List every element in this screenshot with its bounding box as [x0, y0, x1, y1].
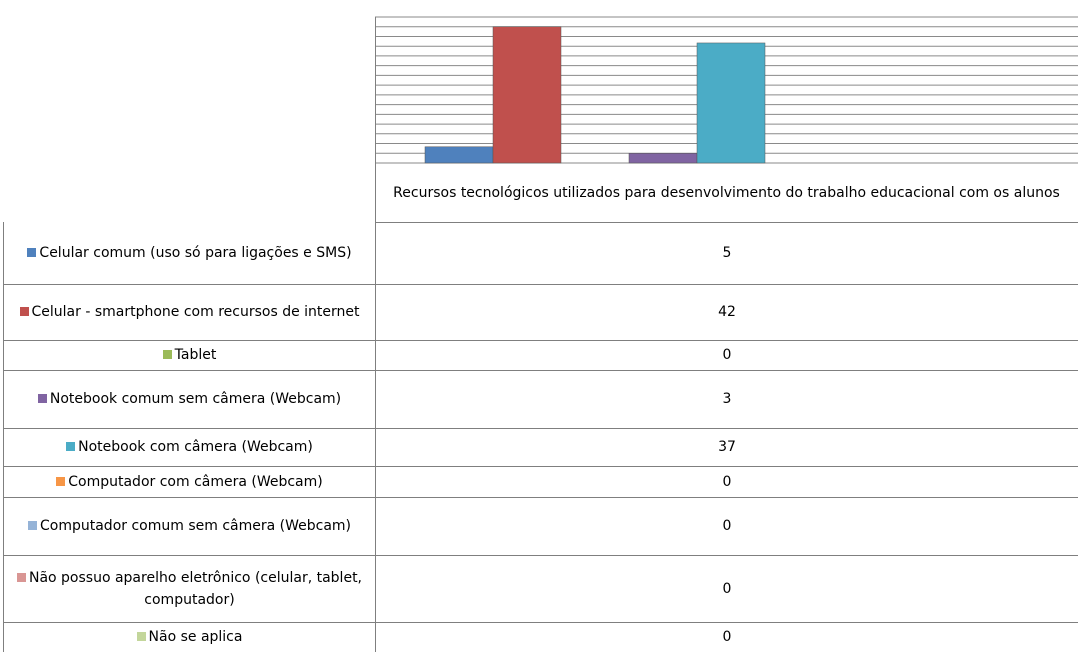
table-value: 42	[718, 304, 736, 320]
legend-label: Não se aplica	[148, 629, 243, 645]
legend-cell: Não se aplica	[4, 622, 375, 652]
legend-cell: Celular - smartphone com recursos de int…	[4, 284, 375, 340]
legend-cell: Notebook comum sem câmera (Webcam)	[4, 370, 375, 428]
legend-swatch	[162, 350, 172, 359]
legend-cell: Computador comum sem câmera (Webcam)	[4, 497, 375, 555]
legend-swatch	[27, 248, 37, 257]
legend-entry: Computador comum sem câmera (Webcam)	[28, 515, 351, 537]
legend-swatch	[28, 521, 37, 530]
legend-entry: Celular comum (uso só para ligações e SM…	[27, 242, 352, 264]
table-value: 5	[722, 245, 732, 261]
table-border	[3, 284, 1078, 285]
table-border	[3, 466, 1078, 467]
legend-entry: Não possuo aparelho eletrônico (celular,…	[8, 567, 371, 611]
legend-entry: Tablet	[162, 344, 217, 366]
legend-entry: Notebook com câmera (Webcam)	[66, 436, 313, 458]
legend-swatch	[66, 442, 76, 451]
legend-cell: Computador com câmera (Webcam)	[4, 466, 375, 497]
legend-label: Celular comum (uso só para ligações e SM…	[39, 245, 352, 261]
legend-label: Notebook comum sem câmera (Webcam)	[49, 391, 342, 407]
table-value: 0	[722, 580, 732, 597]
legend-entry: Não se aplica	[136, 626, 243, 648]
legend-label: Tablet	[174, 347, 217, 363]
legend-cell: Não possuo aparelho eletrônico (celular,…	[4, 555, 375, 622]
bar	[424, 146, 494, 164]
table-value: 0	[722, 347, 732, 363]
table-border	[375, 17, 376, 652]
legend-label: Notebook com câmera (Webcam)	[78, 439, 313, 455]
table-value: 0	[722, 473, 732, 490]
legend-label: Computador comum sem câmera (Webcam)	[40, 518, 351, 534]
table-border	[3, 340, 1078, 341]
table-border	[3, 555, 1078, 556]
table-value: 0	[722, 518, 732, 534]
legend-entry: Celular - smartphone com recursos de int…	[19, 301, 360, 323]
legend-entry: Notebook comum sem câmera (Webcam)	[37, 388, 342, 410]
legend-cell: Tablet	[4, 340, 375, 370]
legend-label: Celular - smartphone com recursos de int…	[31, 304, 360, 320]
legend-swatch	[19, 307, 29, 316]
table-border	[3, 370, 1078, 371]
table-value: 3	[722, 391, 732, 407]
bar	[628, 153, 698, 164]
category-label: Recursos tecnológicos utilizados para de…	[393, 184, 1060, 201]
legend-label: Computador com câmera (Webcam)	[68, 473, 323, 490]
table-border	[3, 428, 1078, 429]
table-border	[3, 622, 1078, 623]
table-border	[375, 222, 1078, 223]
table-value: 37	[718, 439, 736, 455]
legend-label: Não possuo aparelho eletrônico (celular,…	[28, 569, 363, 608]
table-value: 0	[722, 629, 732, 645]
bar	[696, 42, 766, 164]
legend-swatch	[56, 476, 66, 486]
legend-entry: Computador com câmera (Webcam)	[56, 471, 323, 493]
table-border	[3, 222, 4, 652]
table-border	[3, 497, 1078, 498]
bar	[492, 26, 562, 164]
legend-cell: Notebook com câmera (Webcam)	[4, 428, 375, 466]
legend-cell: Celular comum (uso só para ligações e SM…	[4, 222, 375, 284]
legend-swatch	[37, 394, 47, 403]
legend-swatch	[136, 632, 146, 641]
legend-swatch	[16, 572, 26, 582]
